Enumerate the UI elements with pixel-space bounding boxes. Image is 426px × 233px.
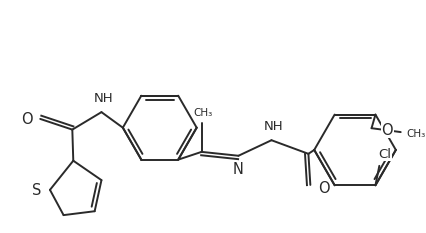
Text: O: O xyxy=(21,112,32,127)
Text: Cl: Cl xyxy=(379,148,391,161)
Text: N: N xyxy=(233,162,244,177)
Text: NH: NH xyxy=(264,120,283,133)
Text: CH₃: CH₃ xyxy=(407,129,426,139)
Text: S: S xyxy=(32,183,41,198)
Text: NH: NH xyxy=(94,92,113,105)
Text: O: O xyxy=(318,181,330,196)
Text: O: O xyxy=(381,123,393,138)
Text: CH₃: CH₃ xyxy=(194,108,213,118)
